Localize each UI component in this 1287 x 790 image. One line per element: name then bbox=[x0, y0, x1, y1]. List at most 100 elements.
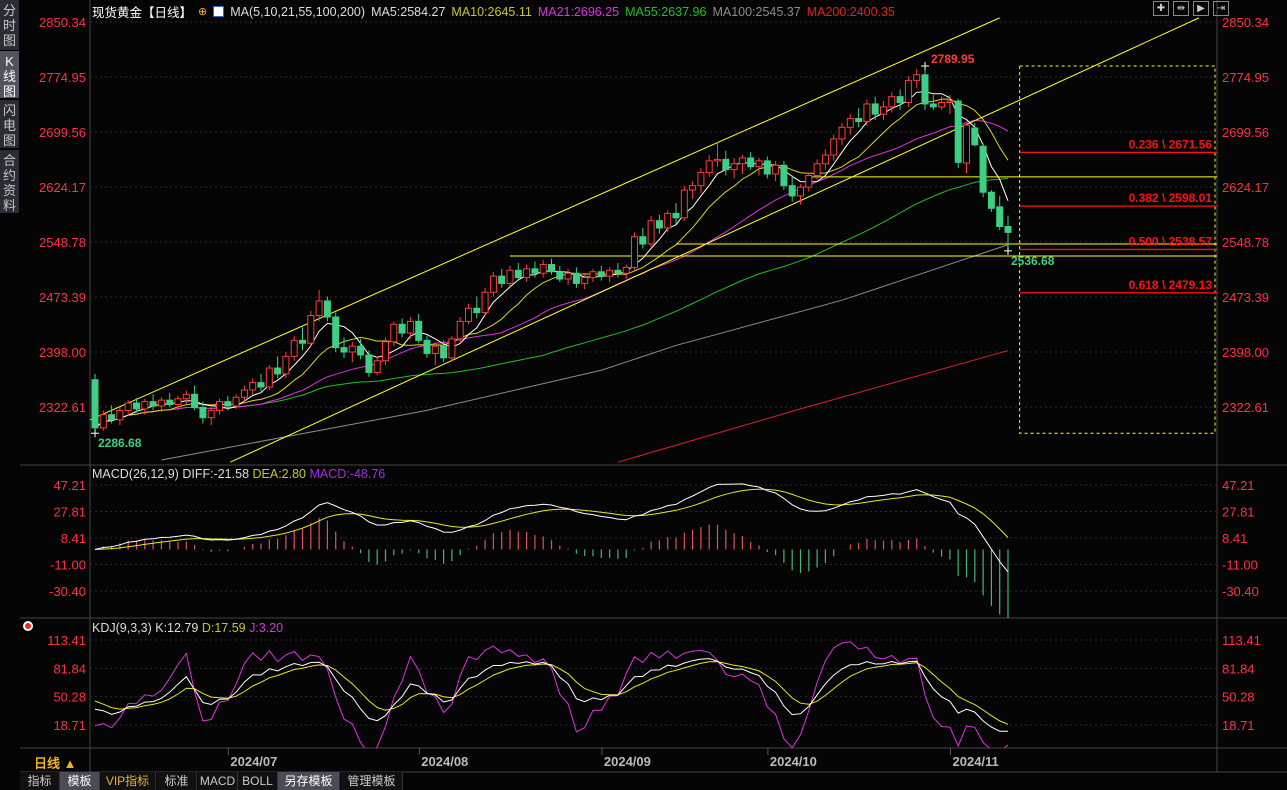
instrument-title: 现货黄金【日线】 bbox=[92, 6, 193, 20]
candle bbox=[830, 138, 838, 156]
date-tick-label: 2024/08 bbox=[421, 754, 468, 769]
candle bbox=[821, 154, 829, 165]
indicator-chart-icon[interactable] bbox=[213, 6, 225, 17]
macd-tick-left: 27.81 bbox=[53, 505, 86, 520]
candle bbox=[323, 300, 331, 318]
side-tab-contract-info[interactable]: 合约资料 bbox=[0, 150, 19, 213]
candle bbox=[963, 124, 970, 164]
kdj-d: D:17.59 bbox=[201, 621, 246, 635]
side-tab-flash[interactable]: 闪电图 bbox=[0, 100, 19, 148]
candle bbox=[788, 185, 796, 197]
candle bbox=[1004, 226, 1012, 233]
macd-value: MACD:-48.76 bbox=[309, 467, 386, 481]
extreme-marker bbox=[1004, 246, 1012, 255]
candle bbox=[390, 323, 398, 343]
kdj-tick-right: 81.84 bbox=[1222, 661, 1255, 676]
price-tick-left: 2774.95 bbox=[39, 70, 86, 85]
macd-tick-left: -30.40 bbox=[49, 584, 86, 599]
extreme-label: 2789.95 bbox=[931, 52, 975, 66]
bottom-tab-3[interactable]: 标准 bbox=[157, 772, 197, 790]
candle bbox=[448, 338, 456, 359]
candle bbox=[996, 206, 1004, 228]
candle bbox=[838, 126, 846, 140]
macd-panel bbox=[94, 483, 1009, 618]
candle bbox=[880, 106, 887, 115]
zoom-range-icon[interactable]: ⇹ bbox=[1173, 1, 1189, 16]
candle bbox=[91, 379, 99, 429]
candle bbox=[539, 263, 547, 274]
kdj-tick-right: 113.41 bbox=[1222, 633, 1261, 648]
candle bbox=[365, 354, 373, 373]
indicator-settings-icon[interactable] bbox=[23, 621, 33, 631]
kdj-d-line bbox=[94, 661, 1009, 725]
bottom-tab-1[interactable]: 模板 bbox=[60, 772, 100, 790]
candle bbox=[730, 163, 738, 171]
candle bbox=[614, 269, 622, 274]
crosshair-toggle-icon[interactable]: ⊕ bbox=[198, 6, 208, 18]
kdj-tick-left: 18.71 bbox=[53, 718, 86, 733]
macd-tick-right: 47.21 bbox=[1222, 478, 1255, 493]
ma100-line bbox=[161, 244, 1009, 461]
extreme-marker bbox=[921, 62, 929, 71]
macd-dea: DEA:2.80 bbox=[252, 467, 307, 481]
price-tick-right: 2850.34 bbox=[1222, 15, 1269, 30]
candle bbox=[249, 382, 257, 391]
candle bbox=[398, 323, 406, 334]
candle bbox=[456, 320, 464, 340]
crosshair-icon[interactable]: ✚ bbox=[1153, 1, 1169, 16]
candle bbox=[465, 307, 472, 322]
candle bbox=[332, 316, 340, 349]
kdj-tick-left: 81.84 bbox=[53, 661, 86, 676]
period-selector[interactable]: 日线 ▲ bbox=[34, 756, 77, 771]
candle bbox=[664, 212, 672, 229]
candle bbox=[149, 401, 157, 407]
macd-tick-right: -30.40 bbox=[1222, 584, 1259, 599]
side-tab-time-sharing[interactable]: 分时图 bbox=[0, 0, 19, 50]
kdj-k-line bbox=[94, 658, 1008, 732]
bottom-tab-5[interactable]: BOLL bbox=[238, 772, 278, 790]
bottom-tab-2[interactable]: VIP指标 bbox=[100, 772, 156, 790]
candle bbox=[274, 367, 282, 375]
ma200-value: MA200:2400.35 bbox=[806, 4, 895, 19]
ma-params: MA(5,10,21,55,100,200) bbox=[230, 4, 366, 19]
main-panel: 0.236 \ 2671.56 0.382 \ 2598.01 0.500 \ 25… bbox=[90, 17, 1217, 463]
candle bbox=[141, 401, 149, 410]
move-right-icon[interactable]: ⇥ bbox=[1213, 1, 1229, 16]
candle bbox=[855, 118, 863, 122]
candle bbox=[265, 367, 273, 388]
candle bbox=[224, 401, 232, 407]
bottom-tab-6[interactable]: 另存模板 bbox=[278, 772, 340, 790]
price-tick-left: 2473.39 bbox=[39, 290, 86, 305]
candle bbox=[971, 127, 979, 146]
candle bbox=[548, 263, 555, 273]
price-tick-left: 2624.17 bbox=[39, 180, 86, 195]
candle bbox=[357, 345, 365, 356]
bottom-tab-0[interactable]: 指标 bbox=[20, 772, 60, 790]
play-icon[interactable]: ▶ bbox=[1193, 1, 1209, 16]
candle bbox=[299, 339, 306, 344]
kdj-tick-left: 50.28 bbox=[53, 690, 86, 705]
candle bbox=[481, 291, 489, 314]
price-tick-left: 2322.61 bbox=[39, 400, 86, 415]
macd-legend: MACD(26,12,9) DIFF:-21.58 DEA:2.80 MACD:… bbox=[92, 467, 385, 481]
candle bbox=[805, 174, 813, 188]
candle bbox=[531, 268, 539, 274]
ma5-value: MA5:2584.27 bbox=[371, 4, 446, 19]
price-tick-left: 2398.00 bbox=[39, 345, 86, 360]
side-tab-kline[interactable]: K线图 bbox=[0, 51, 19, 99]
candle bbox=[431, 345, 439, 354]
bottom-tab-7[interactable]: 管理模板 bbox=[341, 772, 403, 790]
price-tick-right: 2473.39 bbox=[1222, 290, 1269, 305]
candle bbox=[772, 164, 780, 175]
candle bbox=[166, 399, 174, 406]
candle bbox=[846, 118, 854, 128]
candle bbox=[904, 80, 912, 103]
candle bbox=[282, 355, 290, 375]
candle bbox=[697, 172, 705, 187]
macd-tick-left: 47.21 bbox=[53, 478, 86, 493]
bottom-tab-4[interactable]: MACD bbox=[198, 772, 238, 790]
candle bbox=[240, 389, 248, 398]
candle bbox=[689, 185, 697, 191]
macd-tick-right: 8.41 bbox=[1222, 531, 1247, 546]
